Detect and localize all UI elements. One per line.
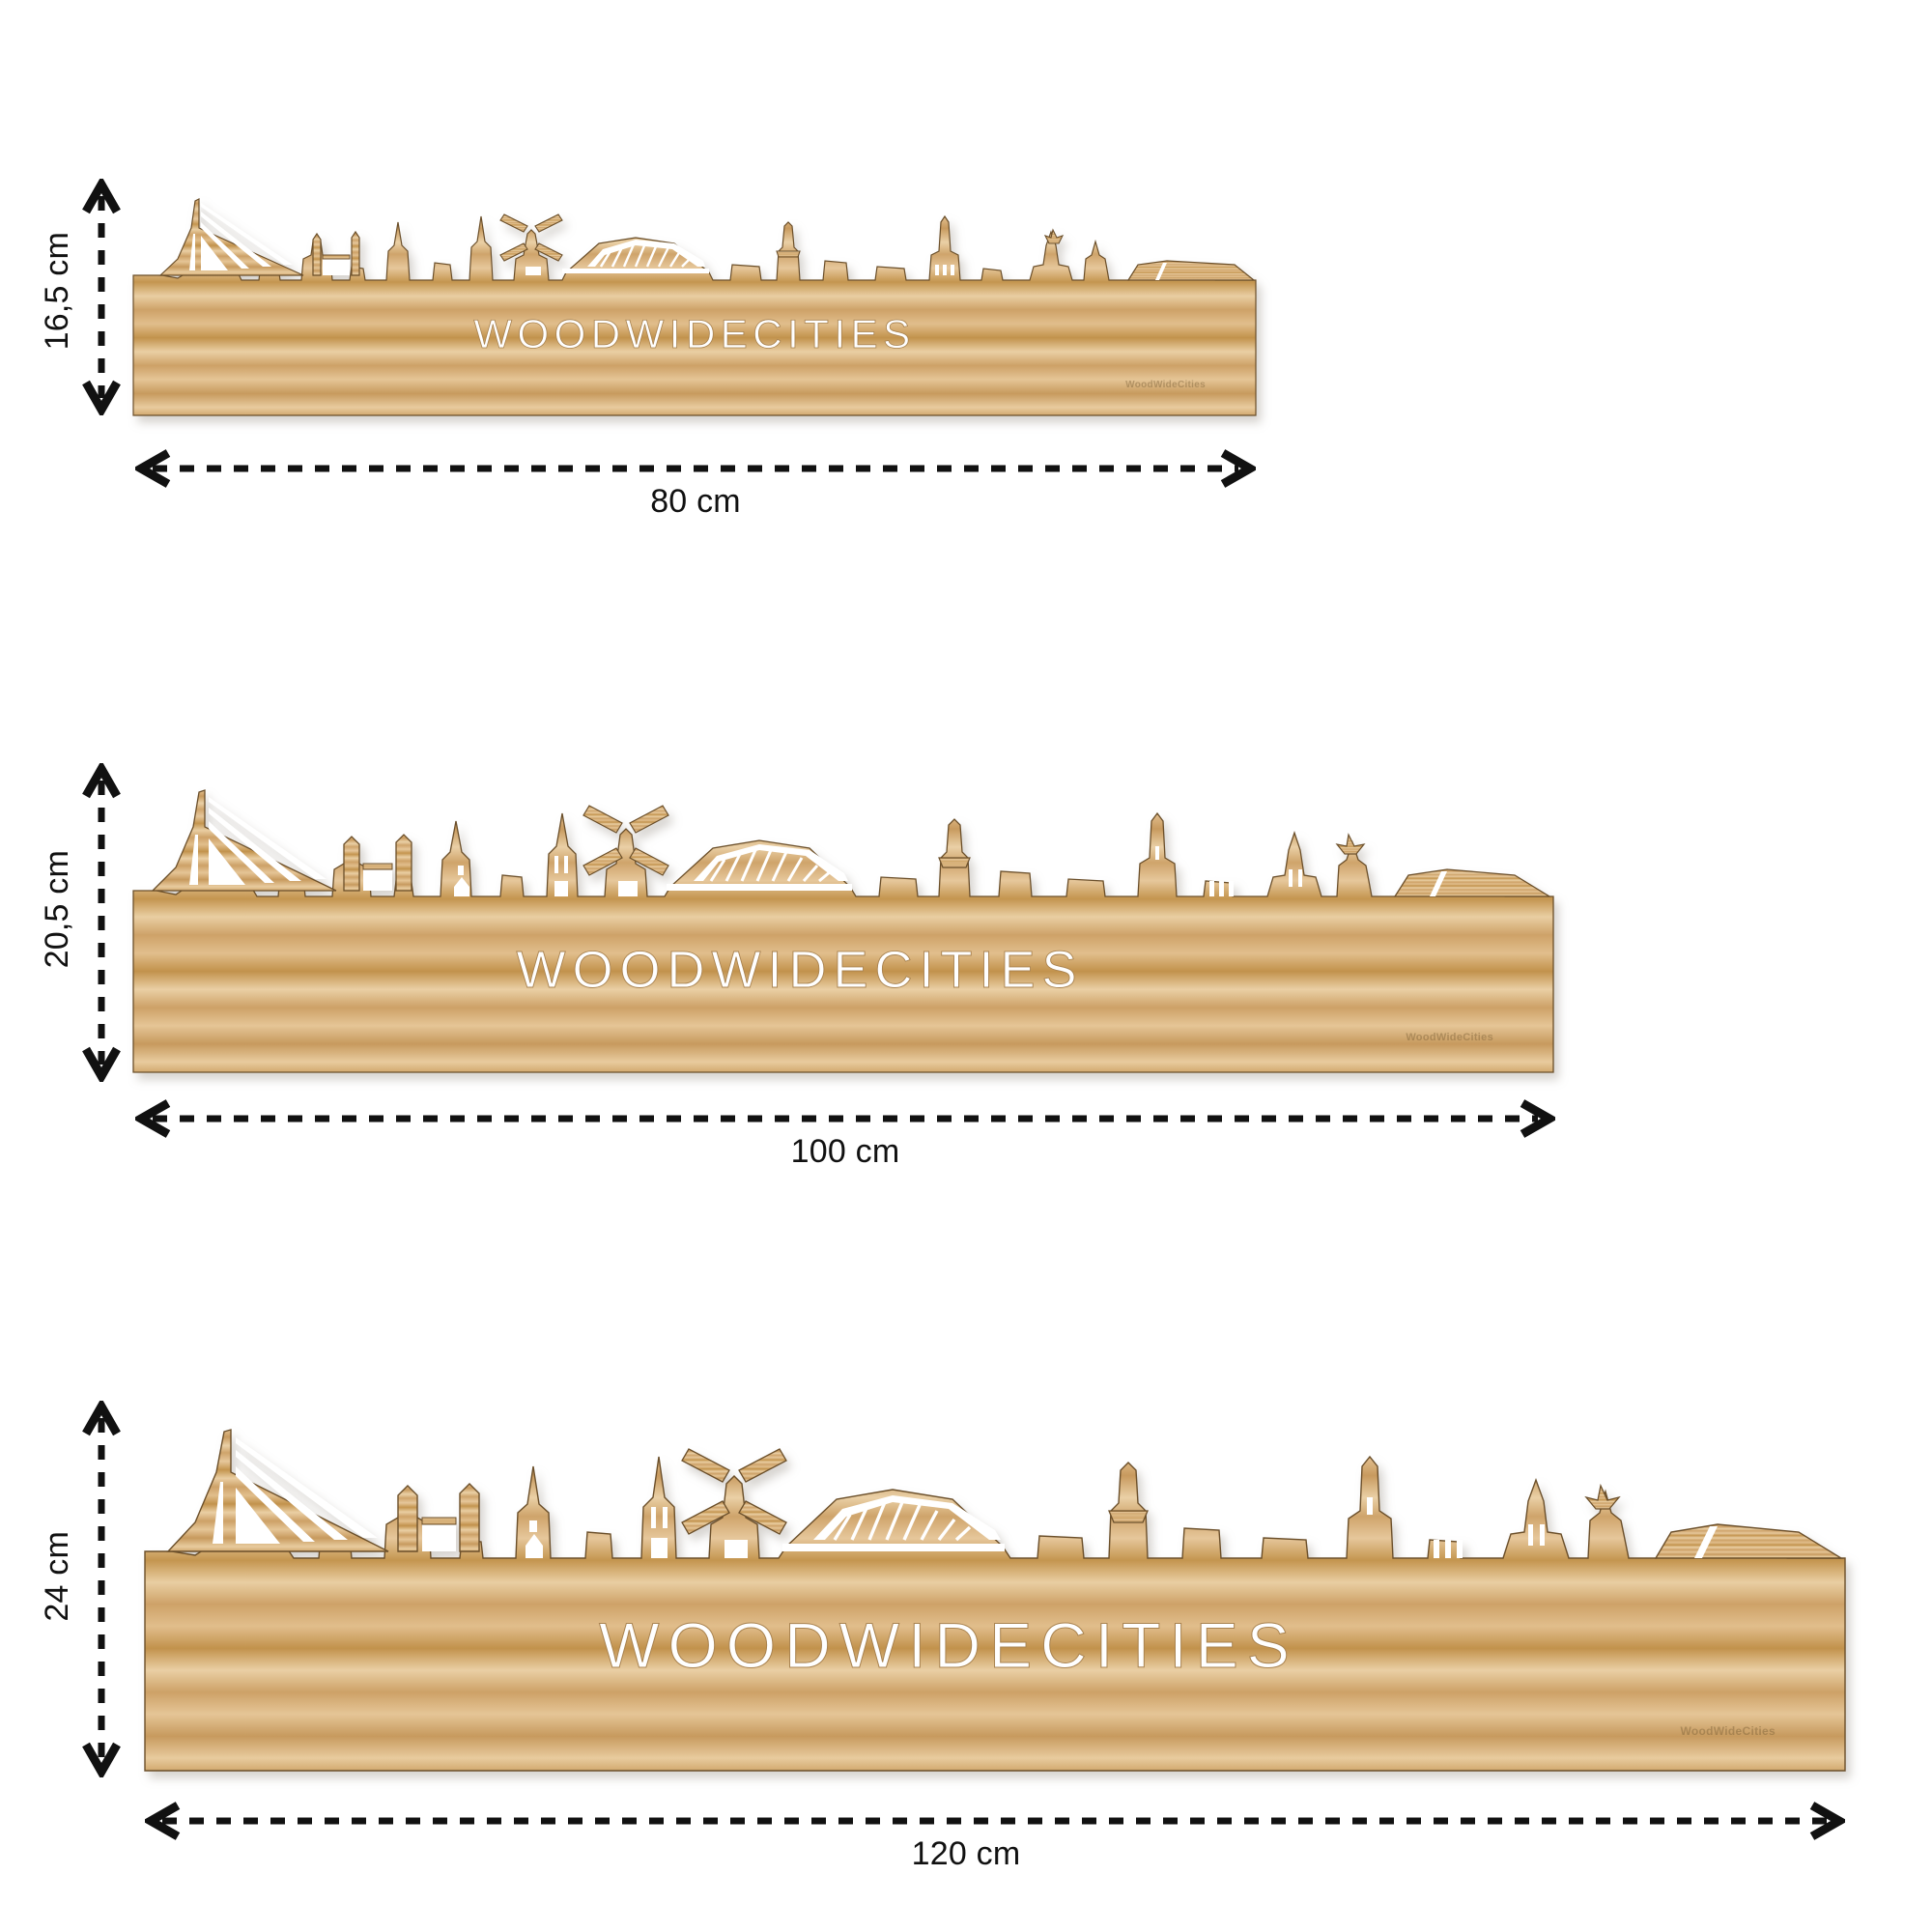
windmill-120	[681, 1448, 787, 1558]
tower-bridge-120	[397, 1483, 480, 1552]
erasmus-bridge-100	[151, 789, 337, 892]
brandenburg-gate-120	[1434, 1540, 1463, 1558]
euromast-120	[1108, 1510, 1149, 1523]
height-arrow-120	[82, 1401, 121, 1777]
cruise-ship-120	[1654, 1523, 1844, 1559]
width-label-80: 80 cm	[650, 483, 741, 520]
tower-bridge-100	[343, 834, 412, 892]
arch-bridge-100	[667, 844, 852, 891]
width-label-120: 120 cm	[911, 1835, 1021, 1872]
product-size-80: 16,5 cm	[0, 0, 1932, 580]
cruise-ship-100	[1393, 868, 1552, 897]
brandenburg-gate-80	[935, 265, 954, 275]
dome-building-100	[1289, 869, 1302, 887]
width-arrow-120	[145, 1802, 1845, 1840]
height-arrow-100	[82, 763, 121, 1082]
brandenburg-gate-100	[1209, 881, 1234, 896]
tower-bridge-80	[312, 230, 360, 276]
statue-of-liberty-120	[1584, 1483, 1621, 1510]
erasmus-bridge-80	[158, 198, 304, 276]
windmill-80	[499, 213, 563, 275]
skyline-silhouette-80	[132, 214, 1257, 416]
engraved-text-120: WOODWIDECITIES	[599, 1609, 1298, 1681]
erasmus-bridge-120	[166, 1429, 389, 1552]
church-spire-100	[454, 866, 469, 896]
clock-tower-100	[1155, 846, 1159, 860]
engraved-text-80: WOODWIDECITIES	[473, 311, 915, 356]
dome-building-120	[1528, 1524, 1545, 1546]
board-100-graphic: WOODWIDECITIES	[132, 789, 1554, 1073]
width-arrow-80	[135, 449, 1256, 488]
dom-tower-100	[554, 856, 568, 896]
width-label-100: 100 cm	[790, 1133, 900, 1170]
board-80-graphic: WOODWIDECITIES	[132, 198, 1257, 416]
height-label-80: 16,5 cm	[39, 232, 75, 351]
arch-bridge-80	[562, 240, 709, 273]
statue-of-liberty-80	[1043, 228, 1065, 244]
board-100: WOODWIDECITIES WoodWideCities	[132, 773, 1554, 1073]
euromast-100	[938, 857, 971, 868]
euromast-80	[776, 250, 801, 258]
arch-bridge-120	[782, 1495, 1005, 1551]
windmill-100	[582, 805, 669, 896]
board-120-graphic: WOODWIDECITIES	[144, 1429, 1846, 1772]
height-label-100: 20,5 cm	[39, 850, 75, 969]
height-label-120: 24 cm	[39, 1531, 75, 1622]
board-120: WOODWIDECITIES WoodWideCities	[144, 1408, 1846, 1772]
statue-of-liberty-100	[1335, 833, 1366, 855]
skyline-silhouette-100	[132, 811, 1554, 1073]
board-80: WOODWIDECITIES WoodWideCities	[132, 184, 1257, 416]
product-size-120: 24 cm	[0, 1381, 1932, 1932]
cruise-ship-80	[1126, 260, 1256, 281]
clock-tower-120	[1367, 1497, 1373, 1515]
engraved-text-100: WOODWIDECITIES	[517, 941, 1084, 999]
church-spire-120	[526, 1520, 543, 1558]
product-size-100: 20,5 cm	[0, 734, 1932, 1333]
dom-tower-120	[651, 1507, 668, 1558]
width-arrow-100	[135, 1099, 1555, 1138]
skyline-silhouette-120	[144, 1455, 1846, 1772]
height-arrow-80	[82, 179, 121, 415]
